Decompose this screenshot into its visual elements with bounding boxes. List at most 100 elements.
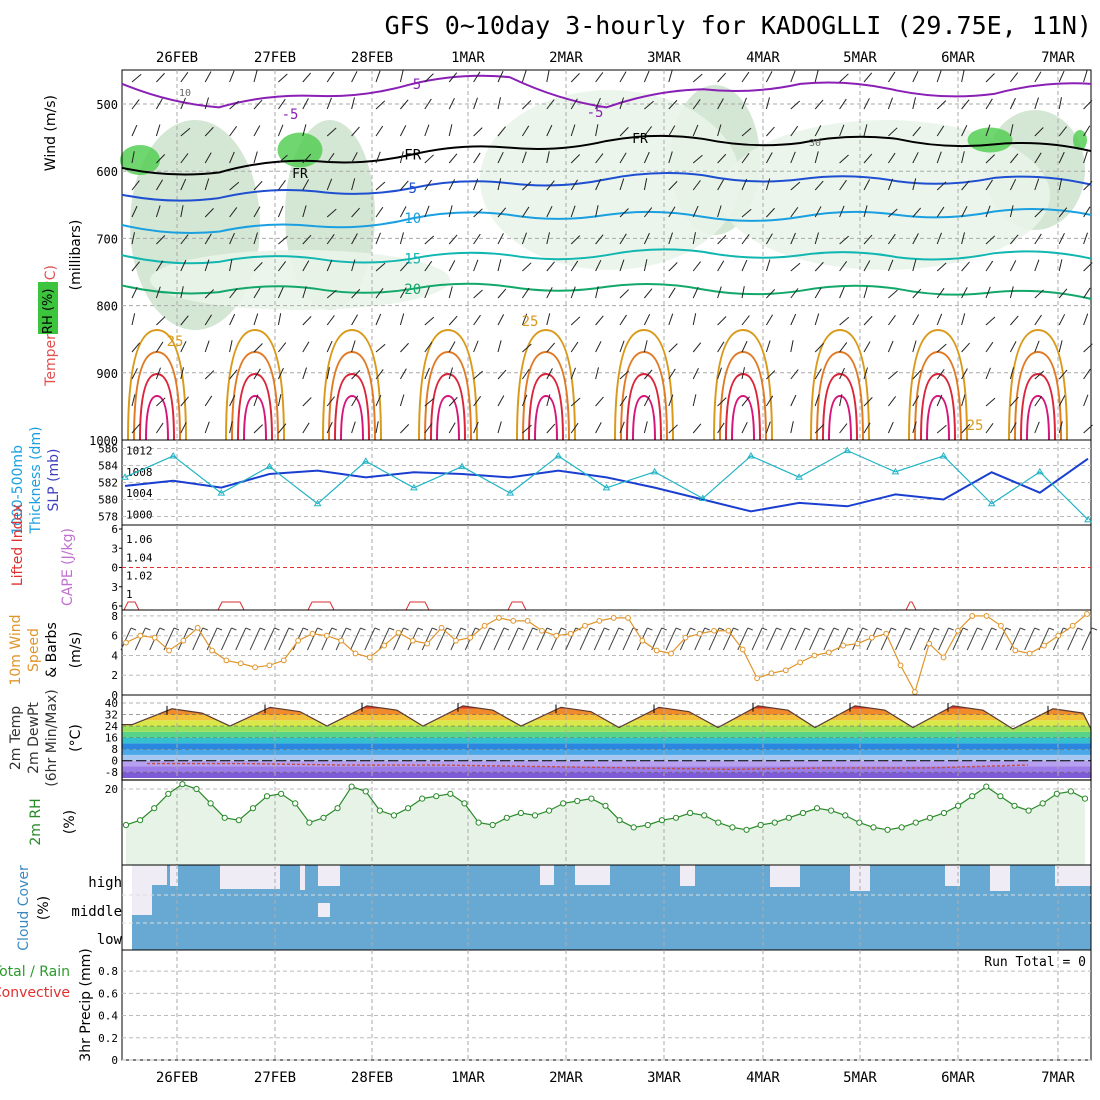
rh-marker [954,802,962,809]
wind-barb [253,262,263,272]
thk-tick-label: 580 [98,494,118,507]
wind-barb [570,341,579,353]
li-bump [307,601,335,611]
cloud-gap [575,865,610,885]
wind-barb [375,343,386,353]
isotherm-line [121,282,1092,300]
wind-barb [814,206,822,218]
date-label-top: 5MAR [843,50,877,66]
rh-marker [687,809,694,817]
temp-contour [243,394,267,441]
wind-barb-flag [259,627,266,631]
temp-contour [620,350,668,441]
wind-barb [643,421,648,434]
wind-barb-flag [561,627,567,631]
rh-marker [870,824,877,831]
panel-frame [121,949,1092,1061]
axis-label: Speed [26,628,42,672]
wind-barb [717,316,727,326]
wind-barb [887,178,894,191]
rh-shade [150,250,450,310]
wind-barb-flag [460,627,467,631]
wind-barb [424,260,433,272]
wind-barb [643,259,648,272]
cape-tick-label: 1 [126,588,133,601]
wind-barb [912,314,920,326]
wind-barb [852,627,863,651]
wind-barb [1034,208,1044,218]
wind-barb [765,97,770,110]
wind-barb [790,100,801,110]
temp-contour [133,350,181,441]
wind-barb [570,73,580,83]
cloud-gap [540,865,554,885]
wind-barb [180,259,187,272]
wind-barb [692,313,697,326]
wind-barb-flag [360,627,366,631]
wind-barb [570,397,581,407]
wind-tick-label: 8 [111,610,118,623]
wind-barb [912,369,922,380]
rh-marker [926,814,933,821]
wind-barb [400,261,409,272]
wind-barb [741,315,750,326]
wind-barb [1038,627,1050,651]
wind-barb [593,627,605,651]
wind-barb [595,341,602,353]
wind-barb [546,124,553,137]
cloud-cover-panel: high middle low [71,864,1092,951]
wind-barb-flag [331,627,337,631]
wind-barb [326,259,333,272]
wind-speed-marker [438,624,445,631]
wind-barb [253,180,263,191]
wind-barb [961,261,970,272]
wind-barb [180,422,187,434]
wind-barb [595,315,604,326]
wind-barb [765,395,774,407]
wind-barb [717,397,727,407]
isotherm-label: 10 [404,211,421,227]
wind-barb [887,259,894,272]
wind-barb [120,627,132,651]
wind-barb [765,178,771,191]
wind-barb [424,124,430,137]
wind-barb [814,343,824,353]
wind-barb [1009,422,1017,434]
wind-barb [131,423,141,434]
wind-barb [839,124,845,137]
wind-speed-marker [280,657,287,664]
wind-barb [717,235,727,245]
wind-barb [1083,424,1093,434]
precip-conv-label: Convective [0,985,70,1001]
rh-legend-swatch [38,282,58,334]
wind-barb [794,627,806,651]
wind-barb [448,124,453,137]
temp-contour [522,350,570,441]
wind-barb [570,154,581,164]
wind-barb [229,394,236,407]
wind-barb [253,125,261,137]
rh-marker [1025,807,1032,814]
wind-barb [936,343,947,353]
axis-label: (m/s) [68,632,84,669]
wind-barb [952,627,964,651]
wind-barb [235,627,247,651]
wind-barb [546,342,556,353]
wind-barb [220,627,232,651]
wind-barb [307,627,318,651]
wind-barb [961,206,968,218]
wind-speed-marker [567,630,574,637]
wind-speed-marker [854,640,861,647]
rh-marker [263,793,271,800]
wind-barb-flag [790,627,796,631]
wind-barb [643,178,648,191]
wind-barb [619,97,624,110]
wind-barb [1034,370,1045,380]
wind-speed-marker [668,650,674,657]
temp-bands [122,705,1091,778]
wind-barb [619,152,627,164]
wind-barb [961,394,966,407]
axis-label: SLP (mb) [46,448,62,511]
wind-barb [790,232,796,245]
wind-barb [277,394,282,407]
